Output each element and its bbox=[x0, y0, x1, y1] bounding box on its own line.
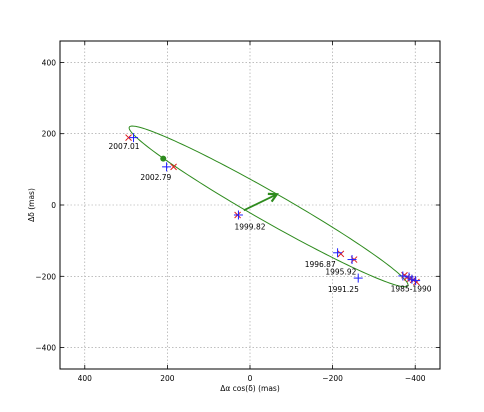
epoch-label: 1995.92 bbox=[325, 267, 356, 276]
observed-position-marker bbox=[353, 273, 363, 283]
data-points bbox=[125, 133, 421, 286]
observed-position-marker bbox=[233, 210, 243, 220]
x-tick-label: −200 bbox=[322, 374, 343, 383]
observed-position-marker bbox=[333, 248, 343, 258]
x-tick-label: 200 bbox=[160, 374, 175, 383]
observed-position-marker bbox=[347, 255, 357, 265]
epoch-label: 1996.87 bbox=[305, 260, 336, 269]
y-tick-label: 400 bbox=[42, 58, 57, 67]
plot-frame bbox=[59, 40, 441, 370]
x-tick-label: −400 bbox=[405, 374, 426, 383]
observed-position-marker bbox=[398, 271, 408, 281]
x-tick-label: 400 bbox=[78, 374, 93, 383]
epoch-label: 2002.79 bbox=[140, 173, 171, 182]
epoch-label: 1999.82 bbox=[234, 222, 265, 231]
y-tick-label: −200 bbox=[35, 272, 56, 281]
observed-position-marker bbox=[411, 276, 421, 286]
predicted-position-marker bbox=[125, 134, 132, 141]
periastron-point bbox=[160, 155, 167, 162]
epoch-label: 1991.25 bbox=[328, 285, 359, 294]
epoch-label: 1985-1990 bbox=[391, 284, 432, 293]
y-tick-label: 0 bbox=[51, 201, 56, 210]
orbit-path bbox=[128, 125, 409, 288]
motion-arrow-icon bbox=[267, 192, 279, 203]
y-tick-label: 200 bbox=[42, 130, 57, 139]
predicted-position-marker bbox=[170, 163, 177, 171]
axis-ticks: 400 200 0 −200 −400 400 200 0 −200 −400 bbox=[35, 41, 440, 383]
orbit-ellipse bbox=[128, 125, 409, 288]
predicted-position-marker bbox=[337, 250, 345, 258]
x-tick-label: 0 bbox=[248, 374, 253, 383]
observed-position-marker bbox=[129, 133, 139, 143]
grid-lines bbox=[60, 41, 440, 369]
y-tick-label: −400 bbox=[35, 344, 56, 353]
observed-position-marker bbox=[407, 274, 417, 284]
y-axis-label: Δδ (mas) bbox=[27, 188, 36, 222]
x-axis-label: Δα cos(δ) (mas) bbox=[220, 384, 280, 393]
observed-position-marker bbox=[162, 162, 172, 172]
motion-arrow-shaft bbox=[243, 193, 278, 212]
epoch-label: 2007.01 bbox=[109, 142, 140, 151]
predicted-position-marker bbox=[413, 278, 420, 286]
